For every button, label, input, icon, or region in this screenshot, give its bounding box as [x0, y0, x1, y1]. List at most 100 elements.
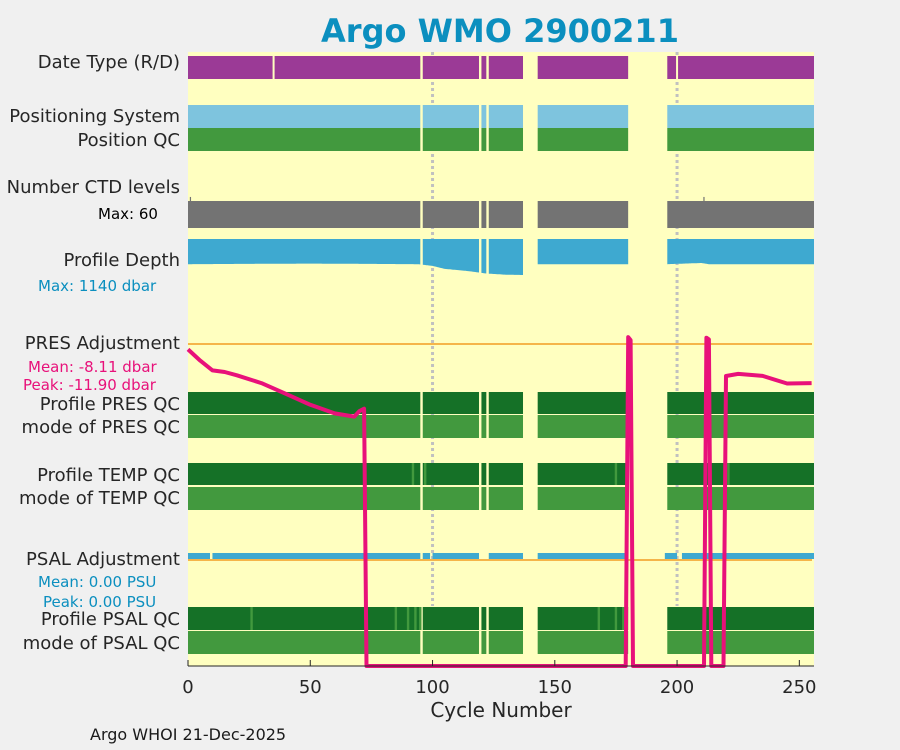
mode-psal-qc-band-0: [188, 631, 421, 654]
x-tick-label-200: 200: [660, 677, 694, 698]
positioning-band-4: [537, 105, 629, 128]
mode-temp-qc-band-5: [667, 487, 814, 510]
profile-psal-qc-band-3: [488, 607, 524, 630]
label-mode-pres-qc: mode of PRES QC: [21, 417, 180, 438]
psal-adjustment-segment-8: [706, 553, 814, 559]
profile-temp-qc-band-5: [667, 463, 814, 485]
mode-psal-qc-band-2: [481, 631, 487, 654]
psal-adjustment-segment-5: [537, 553, 629, 559]
date-type-gap-35: [272, 56, 275, 79]
x-tick-label-150: 150: [538, 677, 572, 698]
mode-pres-qc-band-0: [188, 415, 421, 438]
positioning-band-2: [481, 105, 487, 128]
profile-pres-qc-band-4: [537, 392, 629, 414]
profile-pres-qc-band-1: [422, 392, 479, 414]
label-profile-temp-qc: Profile TEMP QC: [37, 465, 180, 486]
label-mode-temp-qc: mode of TEMP QC: [18, 488, 180, 509]
psal-peak: Peak: 0.00 PSU: [43, 593, 157, 611]
psal-qc-tick-178: [622, 607, 625, 630]
mode-pres-qc-band-2: [481, 415, 487, 438]
psal-qc-tick-168: [597, 607, 601, 630]
profile-depth-area-4: [537, 239, 629, 265]
profile-pres-qc-band-3: [488, 392, 524, 414]
profile-temp-qc-band-0: [188, 463, 421, 485]
mode-temp-qc-band-2: [481, 487, 487, 510]
ctd-band-2: [481, 201, 487, 228]
date-type-band-3: [488, 56, 524, 79]
psal-adjustment-segment-4: [488, 553, 524, 559]
mode-psal-qc-band-1: [422, 631, 479, 654]
footer: Argo WHOI 21-Dec-2025: [90, 725, 287, 744]
label-ctd-levels: Number CTD levels: [6, 177, 180, 198]
label-psal-adjustment: PSAL Adjustment: [25, 549, 180, 570]
psal-adjustment-segment-7: [681, 553, 704, 559]
mode-temp-qc-band-3: [488, 487, 524, 510]
label-profile-psal-qc: Profile PSAL QC: [40, 609, 180, 630]
date-type-gap-200: [676, 56, 679, 79]
date-type-band-0: [188, 56, 421, 79]
profile-depth-area-1: [422, 239, 479, 273]
mode-pres-qc-band-3: [488, 415, 524, 438]
label-date-type: Date Type (R/D): [37, 52, 180, 73]
label-pres-adjustment: PRES Adjustment: [24, 333, 180, 354]
psal-qc-tick-95: [419, 607, 422, 630]
profile-depth-area-0: [188, 239, 421, 265]
ctd-band-1: [422, 201, 479, 228]
position-qc-band-1: [422, 128, 479, 151]
profile-temp-qc-band-4: [537, 463, 629, 485]
mode-pres-qc-band-1: [422, 415, 479, 438]
temp-qc-tick-221: [727, 463, 730, 485]
profile-temp-qc-band-1: [422, 463, 479, 485]
profile-psal-qc-band-1: [422, 607, 479, 630]
mode-temp-qc-band-1: [422, 487, 479, 510]
label-position-qc: Position QC: [77, 130, 180, 151]
ctd-spike-1: [189, 196, 192, 201]
psal-adjustment-segment-2: [422, 553, 431, 559]
x-tick-label-0: 0: [182, 677, 193, 698]
label-positioning-system: Positioning System: [9, 106, 180, 127]
positioning-band-0: [188, 105, 421, 128]
ctd-spike-211: [703, 196, 705, 201]
temp-qc-tick-175: [614, 463, 618, 485]
date-type-band-5: [667, 56, 814, 79]
position-qc-band-3: [488, 128, 524, 151]
position-qc-band-0: [188, 128, 421, 151]
pres-peak: Peak: -11.90 dbar: [23, 376, 156, 394]
psal-qc-tick-85: [394, 607, 398, 630]
psal-qc-tick-93: [414, 607, 417, 630]
psal-mean: Mean: 0.00 PSU: [38, 573, 157, 591]
ctd-band-0: [188, 201, 421, 228]
mode-pres-qc-band-4: [537, 415, 629, 438]
profile-temp-qc-band-3: [488, 463, 524, 485]
mode-psal-qc-band-3: [488, 631, 524, 654]
ctd-max: Max: 60: [98, 205, 158, 223]
mode-temp-qc-band-4: [537, 487, 629, 510]
psal-adjustment-segment-1: [212, 553, 421, 559]
mode-psal-qc-band-5: [667, 631, 814, 654]
profile-psal-qc-band-5: [667, 607, 814, 630]
profile-depth-area-2: [481, 239, 487, 274]
date-type-band-1: [422, 56, 479, 79]
date-type-band-4: [537, 56, 629, 79]
chart-title: Argo WMO 2900211: [321, 12, 679, 50]
depth-max: Max: 1140 dbar: [38, 277, 157, 295]
label-profile-depth: Profile Depth: [63, 250, 180, 271]
profile-pres-qc-band-5: [667, 392, 814, 414]
x-tick-label-100: 100: [415, 677, 449, 698]
profile-temp-qc-band-2: [481, 463, 487, 485]
ctd-band-3: [488, 201, 524, 228]
psal-adjustment-segment-6: [664, 553, 678, 559]
position-qc-band-5: [667, 128, 814, 151]
ctd-band-4: [537, 201, 629, 228]
mode-psal-qc-band-4: [537, 631, 629, 654]
ctd-band-5: [667, 201, 814, 228]
date-type-band-2: [481, 56, 487, 79]
temp-qc-tick-97: [423, 463, 427, 485]
psal-qc-tick-90: [406, 607, 410, 630]
profile-depth-area-3: [488, 239, 524, 275]
mode-temp-qc-band-0: [188, 487, 421, 510]
psal-qc-tick-175: [614, 607, 618, 630]
x-tick-label-250: 250: [782, 677, 816, 698]
mode-pres-qc-band-5: [667, 415, 814, 438]
